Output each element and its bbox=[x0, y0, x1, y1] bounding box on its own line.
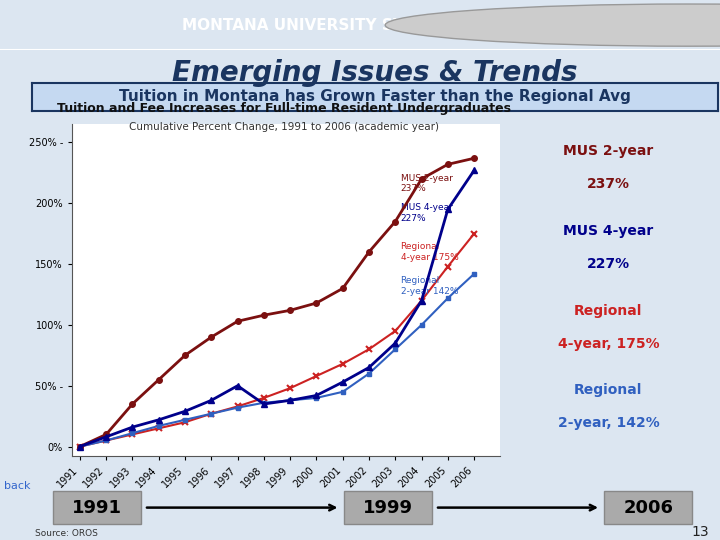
Text: MUS 2-year
237%: MUS 2-year 237% bbox=[400, 174, 452, 193]
Text: 2-year, 142%: 2-year, 142% bbox=[557, 416, 660, 430]
Text: Regional: Regional bbox=[575, 383, 642, 397]
Text: MUS 2-year: MUS 2-year bbox=[563, 144, 654, 158]
Text: Regional: Regional bbox=[575, 303, 642, 318]
Text: MONTANA UNIVERSITY SYSTEM: MONTANA UNIVERSITY SYSTEM bbox=[182, 18, 451, 32]
Text: 1999: 1999 bbox=[363, 498, 413, 517]
Text: Emerging Issues & Trends: Emerging Issues & Trends bbox=[171, 59, 577, 87]
Text: 237%: 237% bbox=[587, 177, 630, 191]
FancyBboxPatch shape bbox=[604, 491, 693, 524]
Text: MUS 4-year
227%: MUS 4-year 227% bbox=[400, 203, 452, 222]
Text: Cumulative Percent Change, 1991 to 2006 (academic year): Cumulative Percent Change, 1991 to 2006 … bbox=[130, 122, 439, 132]
FancyBboxPatch shape bbox=[53, 491, 140, 524]
Text: Regional
2-year 142%: Regional 2-year 142% bbox=[400, 276, 458, 296]
Text: 13: 13 bbox=[692, 525, 709, 539]
Text: Regional
4-year 175%: Regional 4-year 175% bbox=[400, 242, 458, 261]
Text: Tuition and Fee Increases for Full-time Resident Undergraduates: Tuition and Fee Increases for Full-time … bbox=[58, 102, 511, 115]
Text: Source: OROS: Source: OROS bbox=[35, 529, 97, 538]
Text: 1991: 1991 bbox=[72, 498, 122, 517]
FancyBboxPatch shape bbox=[343, 491, 432, 524]
Text: Tuition in Montana has Grown Faster than the Regional Avg: Tuition in Montana has Grown Faster than… bbox=[120, 89, 631, 104]
Text: 4-year, 175%: 4-year, 175% bbox=[557, 337, 660, 351]
Circle shape bbox=[385, 4, 720, 46]
Text: 227%: 227% bbox=[587, 257, 630, 271]
Text: 2006: 2006 bbox=[624, 498, 673, 517]
Text: back: back bbox=[4, 481, 30, 491]
Text: MUS 4-year: MUS 4-year bbox=[563, 224, 654, 238]
